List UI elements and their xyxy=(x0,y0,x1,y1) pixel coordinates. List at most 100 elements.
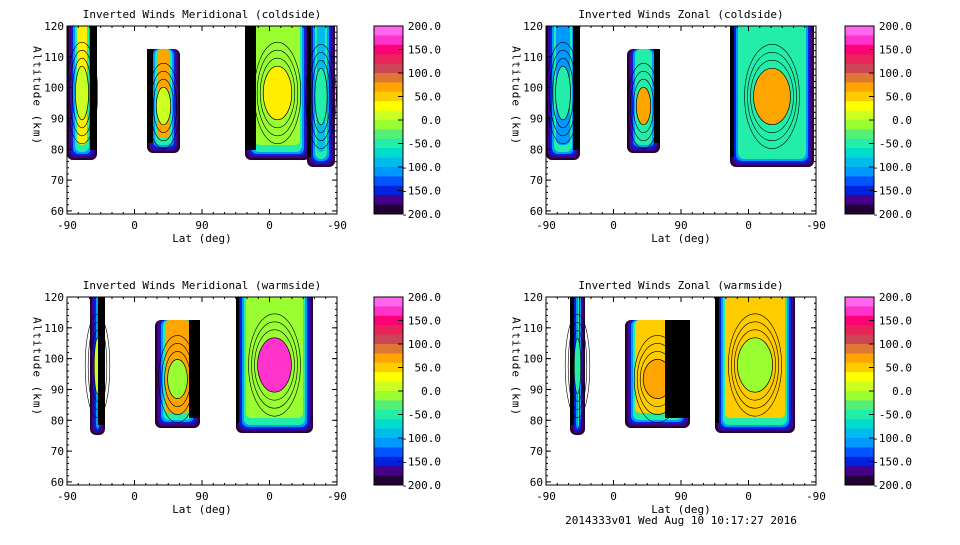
x-tick-label: 0 xyxy=(610,490,617,503)
colorbar-band xyxy=(374,428,403,439)
colorbar-band xyxy=(374,419,403,430)
y-tick-label: 90 xyxy=(530,383,543,396)
colorbar-band xyxy=(845,438,874,448)
x-tick-label: 0 xyxy=(266,490,273,503)
colorbar-label: 200.0 xyxy=(408,291,441,304)
y-tick-label: 120 xyxy=(44,291,64,304)
colorbar-label: 0.0 xyxy=(421,385,441,398)
y-tick-label: 60 xyxy=(530,476,543,489)
contour-region xyxy=(625,320,690,428)
footer-timestamp: 2014333v01 Wed Aug 10 10:17:27 2016 xyxy=(565,514,797,527)
colorbar-band xyxy=(374,409,403,420)
colorbar: 200.0 150.0 100.0 50.0 0.0 -50.0 -100.0 -150.0 -… xyxy=(373,291,441,492)
x-tick-label: 0 xyxy=(131,490,138,503)
y-tick-label: 60 xyxy=(530,205,543,218)
colorbar-label: 200.0 xyxy=(408,20,441,33)
x-tick-label: -90 xyxy=(536,490,556,503)
x-tick-label: 0 xyxy=(610,219,617,232)
x-tick-label: -90 xyxy=(806,490,826,503)
colorbar-band xyxy=(374,372,403,383)
colorbar-label: 0.0 xyxy=(892,385,912,398)
colorbar-label: 100.0 xyxy=(879,67,912,80)
y-tick-label: 70 xyxy=(51,174,64,187)
x-tick-label: 90 xyxy=(195,490,208,503)
colorbar-band xyxy=(845,129,874,140)
colorbar-band xyxy=(374,325,403,336)
colorbar-band xyxy=(845,157,874,168)
x-tick-label: 90 xyxy=(674,490,687,503)
colorbar-band xyxy=(845,54,874,65)
colorbar-band xyxy=(374,447,403,458)
panel-title: Inverted Winds Meridional (warmside) xyxy=(83,279,321,292)
colorbar-label: 0.0 xyxy=(892,114,912,127)
x-tick-label: -90 xyxy=(536,219,556,232)
colorbar-band xyxy=(374,381,403,392)
y-tick-label: 100 xyxy=(44,82,64,95)
y-tick-label: 110 xyxy=(523,51,543,64)
colorbar-label: 50.0 xyxy=(886,362,913,375)
y-tick-label: 120 xyxy=(523,20,543,33)
colorbar-band xyxy=(374,138,403,149)
colorbar-band xyxy=(845,297,874,307)
colorbar-band xyxy=(845,26,874,36)
y-tick-label: 110 xyxy=(44,322,64,335)
panel-3: Inverted Winds Meridional (warmside) 60 70… xyxy=(31,279,442,516)
x-tick-label: 0 xyxy=(745,490,752,503)
contour-field xyxy=(84,297,313,435)
colorbar-band xyxy=(374,26,403,36)
colorbar-label: -150.0 xyxy=(872,185,912,198)
colorbar-band xyxy=(374,167,403,177)
colorbar-band xyxy=(374,110,403,121)
colorbar-band xyxy=(845,82,874,93)
x-tick-label: 0 xyxy=(745,219,752,232)
x-tick-label: -90 xyxy=(57,490,77,503)
colorbar-band xyxy=(845,447,874,458)
colorbar-band xyxy=(374,73,403,83)
contour-region xyxy=(626,49,661,153)
y-tick-label: 70 xyxy=(51,445,64,458)
colorbar-band xyxy=(374,54,403,65)
colorbar-label: -200.0 xyxy=(872,208,912,221)
colorbar-band xyxy=(845,315,874,326)
colorbar-label: -200.0 xyxy=(401,208,441,221)
colorbar-band xyxy=(845,148,874,159)
colorbar-band xyxy=(845,167,874,177)
y-tick-label: 100 xyxy=(523,82,543,95)
colorbar-label: 50.0 xyxy=(886,91,913,104)
panel-title: Inverted Winds Zonal (warmside) xyxy=(578,279,783,292)
colorbar-band xyxy=(374,315,403,326)
colorbar-band xyxy=(845,44,874,55)
colorbar-band xyxy=(374,148,403,159)
colorbar-band xyxy=(845,400,874,411)
panel-4: Inverted Winds Zonal (warmside) 60 70 80 90 1… xyxy=(510,279,913,516)
contour-field xyxy=(546,26,814,167)
contour-region xyxy=(715,297,795,433)
x-tick-label: 90 xyxy=(674,219,687,232)
y-tick-label: 110 xyxy=(44,51,64,64)
colorbar: 200.0 150.0 100.0 50.0 0.0 -50.0 -100.0 -150.0 -… xyxy=(844,291,913,492)
colorbar: 200.0 150.0 100.0 50.0 0.0 -50.0 -100.0 -150.0 -… xyxy=(373,20,441,221)
colorbar-label: -200.0 xyxy=(872,479,912,492)
panel-title: Inverted Winds Zonal (coldside) xyxy=(578,8,783,21)
colorbar-label: -50.0 xyxy=(408,409,441,422)
colorbar-band xyxy=(845,353,874,364)
y-tick-label: 70 xyxy=(530,445,543,458)
colorbar-band xyxy=(374,344,403,354)
contour-region xyxy=(245,26,310,160)
panel-1: Inverted Winds Meridional (coldside) 60 70… xyxy=(31,8,442,245)
colorbar-label: -100.0 xyxy=(872,161,912,174)
colorbar-band xyxy=(845,63,874,74)
colorbar-band xyxy=(845,110,874,121)
colorbar-band xyxy=(845,176,874,187)
colorbar-label: -100.0 xyxy=(401,161,441,174)
colorbar-band xyxy=(374,391,403,401)
colorbar: 200.0 150.0 100.0 50.0 0.0 -50.0 -100.0 -150.0 -… xyxy=(844,20,913,221)
x-axis-label: Lat (deg) xyxy=(651,232,711,245)
y-axis-label: Altitude (km) xyxy=(31,317,44,416)
colorbar-band xyxy=(845,120,874,130)
y-tick-label: 80 xyxy=(51,143,64,156)
x-axis-label: Lat (deg) xyxy=(172,232,232,245)
colorbar-band xyxy=(374,63,403,74)
y-tick-label: 80 xyxy=(530,414,543,427)
y-tick-label: 70 xyxy=(530,174,543,187)
